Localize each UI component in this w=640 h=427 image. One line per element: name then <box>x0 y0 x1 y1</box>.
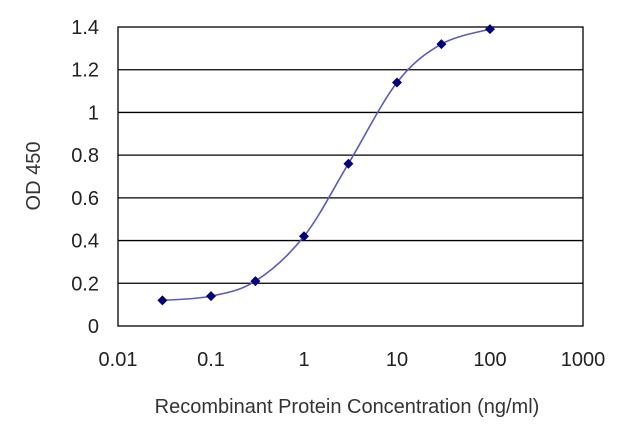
x-tick-label: 0.1 <box>197 349 225 371</box>
data-point <box>436 39 447 50</box>
data-point <box>299 231 309 242</box>
x-axis-title: Recombinant Protein Concentration (ng/ml… <box>155 396 540 418</box>
y-tick-labels: 0 0.2 0.4 0.6 0.8 1 1.2 1.4 <box>71 17 99 338</box>
y-tick-label: 0 <box>88 316 99 338</box>
data-point <box>206 291 216 302</box>
grid-lines <box>118 69 583 284</box>
x-tick-label: 1000 <box>561 349 606 371</box>
x-tick-label: 1 <box>298 349 309 371</box>
x-tick-labels: 0.01 0.1 1 10 100 1000 <box>99 349 606 371</box>
fit-curve <box>162 28 491 302</box>
y-tick-label: 1.2 <box>71 60 99 82</box>
x-tick-label: 0.01 <box>99 349 138 371</box>
data-point <box>392 77 402 88</box>
x-tick-label: 100 <box>473 349 506 371</box>
x-tick-label: 10 <box>386 349 408 371</box>
y-tick-label: 0.4 <box>71 231 99 253</box>
y-axis-title: OD 450 <box>23 142 45 211</box>
y-tick-label: 0.6 <box>71 188 99 210</box>
y-tick-label: 0.2 <box>71 273 99 295</box>
y-tick-label: 1.4 <box>71 17 99 39</box>
data-point <box>157 295 168 306</box>
plot-area <box>117 26 584 327</box>
data-point <box>485 24 495 35</box>
data-points <box>157 24 495 306</box>
data-point <box>250 276 261 287</box>
data-point <box>343 158 354 169</box>
y-tick-label: 0.8 <box>71 145 99 167</box>
y-tick-label: 1 <box>88 102 99 124</box>
